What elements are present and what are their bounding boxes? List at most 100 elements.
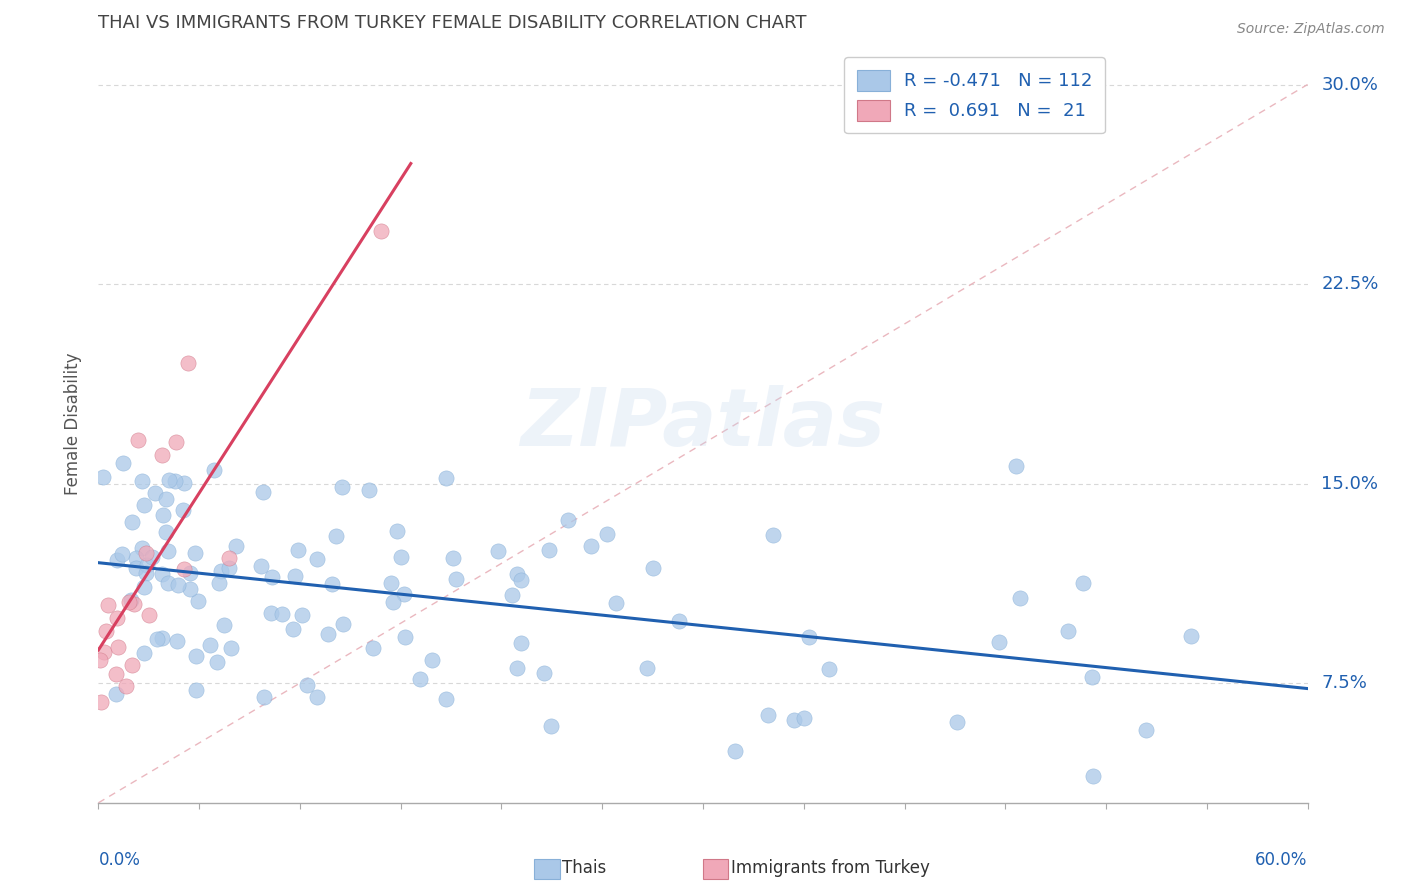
Point <box>756 708 779 723</box>
Point <box>434 691 457 706</box>
Point <box>198 638 221 652</box>
Text: 22.5%: 22.5% <box>1322 275 1379 293</box>
Point <box>202 462 225 476</box>
Point <box>325 529 347 543</box>
Text: 0.0%: 0.0% <box>98 851 141 869</box>
Point <box>120 593 142 607</box>
Point <box>125 551 148 566</box>
Point <box>165 435 187 450</box>
Text: THAI VS IMMIGRANTS FROM TURKEY FEMALE DISABILITY CORRELATION CHART: THAI VS IMMIGRANTS FROM TURKEY FEMALE DI… <box>98 14 807 32</box>
Point <box>381 595 404 609</box>
Point <box>505 661 527 675</box>
Point <box>159 473 181 487</box>
Point <box>205 656 228 670</box>
Point <box>249 558 271 573</box>
Point <box>212 618 235 632</box>
Point <box>295 678 318 692</box>
Text: 15.0%: 15.0% <box>1322 475 1378 492</box>
Point <box>579 539 602 553</box>
Point <box>641 561 664 575</box>
Point <box>177 356 200 370</box>
Point <box>134 580 156 594</box>
Point <box>380 576 402 591</box>
Point <box>389 549 412 564</box>
Text: 7.5%: 7.5% <box>1322 674 1368 692</box>
Point <box>446 572 468 586</box>
Point <box>112 456 135 470</box>
Point <box>172 502 194 516</box>
Point <box>124 561 146 575</box>
Point <box>146 632 169 646</box>
Point <box>136 558 159 573</box>
Point <box>370 224 392 238</box>
Point <box>420 653 443 667</box>
Point <box>818 662 841 676</box>
Point <box>361 640 384 655</box>
Point <box>105 553 128 567</box>
Point <box>93 470 115 484</box>
Point <box>557 513 579 527</box>
Point <box>1135 723 1157 737</box>
Point <box>209 564 232 578</box>
Point <box>165 474 187 488</box>
Point <box>537 542 560 557</box>
Point <box>208 575 231 590</box>
Point <box>332 617 354 632</box>
Point <box>321 577 343 591</box>
Point <box>94 624 117 639</box>
Point <box>218 560 240 574</box>
Point <box>111 547 134 561</box>
Text: 30.0%: 30.0% <box>1322 76 1378 94</box>
Point <box>540 718 562 732</box>
Point <box>90 695 112 709</box>
Point <box>89 653 111 667</box>
Point <box>284 569 307 583</box>
Point <box>173 475 195 490</box>
Point <box>668 614 690 628</box>
Point <box>441 551 464 566</box>
Point <box>509 635 531 649</box>
Point <box>1180 629 1202 643</box>
Point <box>1071 576 1094 591</box>
Point <box>506 567 529 582</box>
Point <box>385 524 408 538</box>
Point <box>332 480 354 494</box>
Point <box>271 607 294 622</box>
Point <box>946 714 969 729</box>
Point <box>157 543 180 558</box>
Point <box>118 595 141 609</box>
Point <box>104 667 127 681</box>
Point <box>105 687 128 701</box>
Point <box>121 657 143 672</box>
Point <box>636 660 658 674</box>
Point <box>93 645 115 659</box>
Point <box>152 508 174 522</box>
Point <box>187 594 209 608</box>
Point <box>184 546 207 560</box>
Point <box>141 549 163 564</box>
Point <box>260 606 283 620</box>
Point <box>797 631 820 645</box>
Point <box>186 682 208 697</box>
Point <box>724 744 747 758</box>
Point <box>486 544 509 558</box>
Point <box>155 524 177 539</box>
Legend: R = -0.471   N = 112, R =  0.691   N =  21: R = -0.471 N = 112, R = 0.691 N = 21 <box>845 57 1105 134</box>
Point <box>434 471 457 485</box>
Point <box>253 690 276 704</box>
Point <box>988 635 1011 649</box>
Point <box>392 586 415 600</box>
Point <box>252 485 274 500</box>
Point <box>605 596 627 610</box>
Point <box>131 475 153 489</box>
Point <box>218 551 240 566</box>
Point <box>97 599 120 613</box>
Text: 60.0%: 60.0% <box>1256 851 1308 869</box>
Point <box>510 573 533 587</box>
Point <box>105 611 128 625</box>
Point <box>179 582 201 597</box>
Point <box>131 541 153 556</box>
Point <box>150 566 173 581</box>
Text: Thais: Thais <box>562 859 606 877</box>
Point <box>167 577 190 591</box>
